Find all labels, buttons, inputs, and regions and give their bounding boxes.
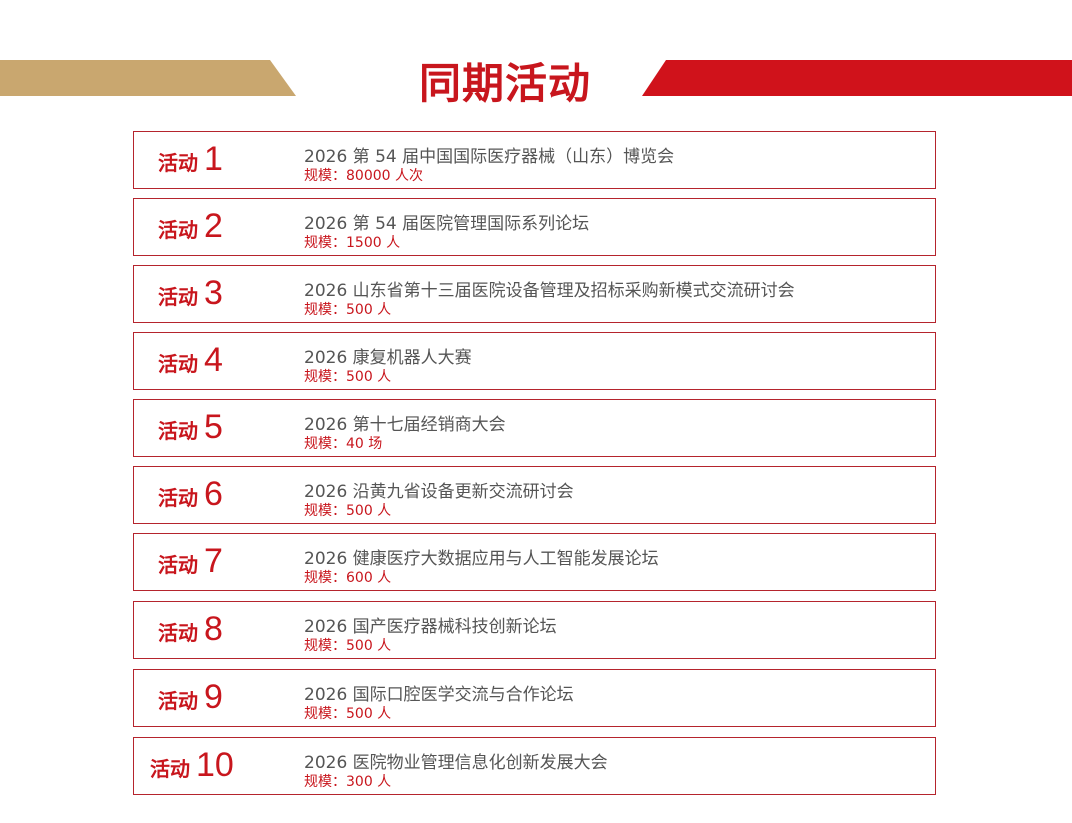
activity-number: 9 — [204, 678, 223, 716]
activity-word: 活动 — [158, 218, 198, 242]
activity-name: 2026 沿黄九省设备更新交流研讨会 — [304, 482, 574, 502]
activity-label: 活动 9 — [158, 678, 223, 717]
activity-row: 活动 2 2026 第 54 届医院管理国际系列论坛 规模：1500 人 — [133, 198, 936, 256]
activity-row: 活动 8 2026 国产医疗器械科技创新论坛 规模：500 人 — [133, 601, 936, 659]
activity-number: 3 — [204, 274, 223, 312]
activity-word: 活动 — [158, 352, 198, 376]
activity-word: 活动 — [158, 419, 198, 443]
activity-row: 活动 10 2026 医院物业管理信息化创新发展大会 规模：300 人 — [133, 737, 936, 795]
activity-scale: 规模：80000 人次 — [304, 168, 423, 184]
activity-name: 2026 第 54 届医院管理国际系列论坛 — [304, 214, 590, 234]
activity-label: 活动 4 — [158, 341, 223, 380]
activity-word: 活动 — [158, 553, 198, 577]
activity-word: 活动 — [158, 689, 198, 713]
activity-word: 活动 — [158, 621, 198, 645]
activity-scale: 规模：500 人 — [304, 638, 392, 654]
page-title: 同期活动 — [418, 59, 591, 108]
activity-number: 5 — [204, 408, 223, 446]
activity-row: 活动 3 2026 山东省第十三届医院设备管理及招标采购新模式交流研讨会 规模：5… — [133, 265, 936, 323]
activity-number: 2 — [204, 207, 223, 245]
activity-row: 活动 4 2026 康复机器人大赛 规模：500 人 — [133, 332, 936, 390]
activity-row: 活动 7 2026 健康医疗大数据应用与人工智能发展论坛 规模：600 人 — [133, 533, 936, 591]
activity-name: 2026 健康医疗大数据应用与人工智能发展论坛 — [304, 549, 659, 569]
activity-scale: 规模：600 人 — [304, 570, 392, 586]
activity-name: 2026 山东省第十三届医院设备管理及招标采购新模式交流研讨会 — [304, 281, 795, 301]
activity-word: 活动 — [150, 757, 190, 781]
activity-label: 活动 10 — [150, 746, 234, 785]
activity-number: 10 — [196, 746, 234, 784]
activity-scale: 规模：500 人 — [304, 706, 392, 722]
activity-scale: 规模：500 人 — [304, 302, 392, 318]
activity-scale: 规模：300 人 — [304, 774, 392, 790]
activity-name: 2026 医院物业管理信息化创新发展大会 — [304, 753, 608, 773]
activity-number: 7 — [204, 542, 223, 580]
activity-number: 6 — [204, 475, 223, 513]
red-decor-bar — [642, 60, 1072, 96]
activity-number: 8 — [204, 610, 223, 648]
activity-name: 2026 国产医疗器械科技创新论坛 — [304, 617, 557, 637]
activity-label: 活动 1 — [158, 140, 223, 179]
gold-decor-bar — [0, 60, 296, 96]
activity-word: 活动 — [158, 285, 198, 309]
activity-word: 活动 — [158, 151, 198, 175]
activity-name: 2026 国际口腔医学交流与合作论坛 — [304, 685, 574, 705]
activity-scale: 规模：500 人 — [304, 369, 392, 385]
activity-row: 活动 5 2026 第十七届经销商大会 规模：40 场 — [133, 399, 936, 457]
activity-name: 2026 康复机器人大赛 — [304, 348, 472, 368]
activity-number: 4 — [204, 341, 223, 379]
activity-number: 1 — [204, 140, 223, 178]
activity-label: 活动 6 — [158, 475, 223, 514]
activity-label: 活动 2 — [158, 207, 223, 246]
activity-label: 活动 3 — [158, 274, 223, 313]
activity-label: 活动 7 — [158, 542, 223, 581]
activity-label: 活动 5 — [158, 408, 223, 447]
activity-word: 活动 — [158, 486, 198, 510]
activity-row: 活动 6 2026 沿黄九省设备更新交流研讨会 规模：500 人 — [133, 466, 936, 524]
activity-name: 2026 第十七届经销商大会 — [304, 415, 506, 435]
activity-scale: 规模：500 人 — [304, 503, 392, 519]
activity-row: 活动 9 2026 国际口腔医学交流与合作论坛 规模：500 人 — [133, 669, 936, 727]
activity-scale: 规模：1500 人 — [304, 235, 401, 251]
activity-name: 2026 第 54 届中国国际医疗器械（山东）博览会 — [304, 147, 675, 167]
activity-scale: 规模：40 场 — [304, 436, 383, 452]
activity-label: 活动 8 — [158, 610, 223, 649]
activity-row: 活动 1 2026 第 54 届中国国际医疗器械（山东）博览会 规模：80000 … — [133, 131, 936, 189]
